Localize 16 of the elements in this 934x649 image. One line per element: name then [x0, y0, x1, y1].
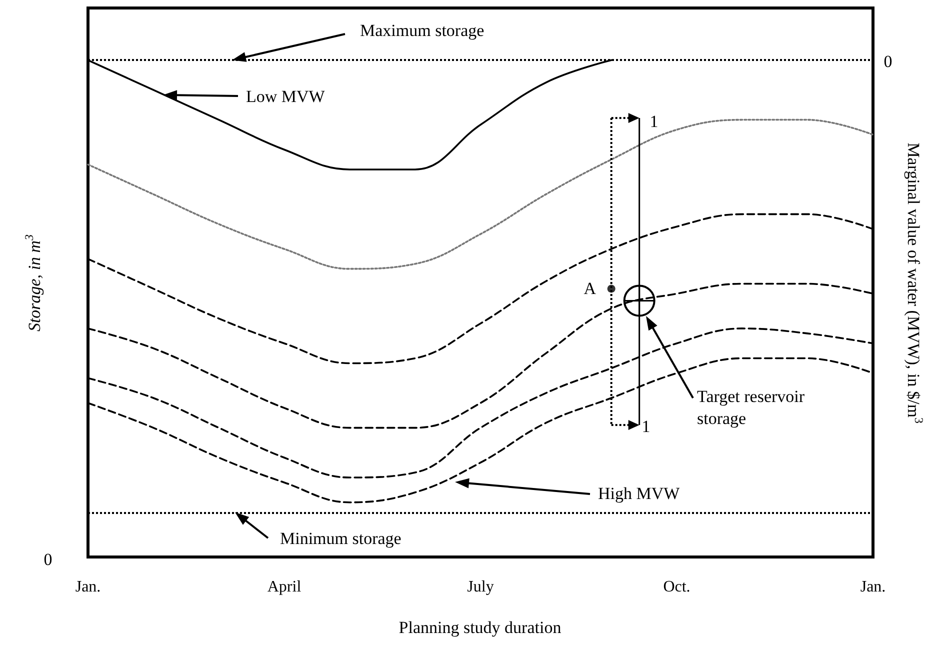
x-tick-label: July: [467, 578, 494, 596]
annotation: Target reservoir storage: [697, 387, 805, 428]
annotation: 1: [650, 112, 658, 131]
annotation: Low MVW: [246, 87, 326, 106]
ref-line-label: Maximum storage: [360, 21, 484, 40]
ref-line-label: Minimum storage: [280, 529, 402, 548]
annotation: A: [584, 279, 597, 298]
text: 0: [884, 52, 892, 71]
annotation: 1: [642, 417, 650, 436]
text: 0: [44, 550, 52, 569]
annotation: High MVW: [598, 484, 681, 503]
x-axis-title: Planning study duration: [398, 618, 562, 637]
x-tick-label: Oct.: [663, 578, 690, 596]
x-tick-label: Jan.: [860, 578, 886, 596]
x-tick-label: Jan.: [75, 578, 101, 596]
x-tick-label: April: [267, 578, 302, 596]
